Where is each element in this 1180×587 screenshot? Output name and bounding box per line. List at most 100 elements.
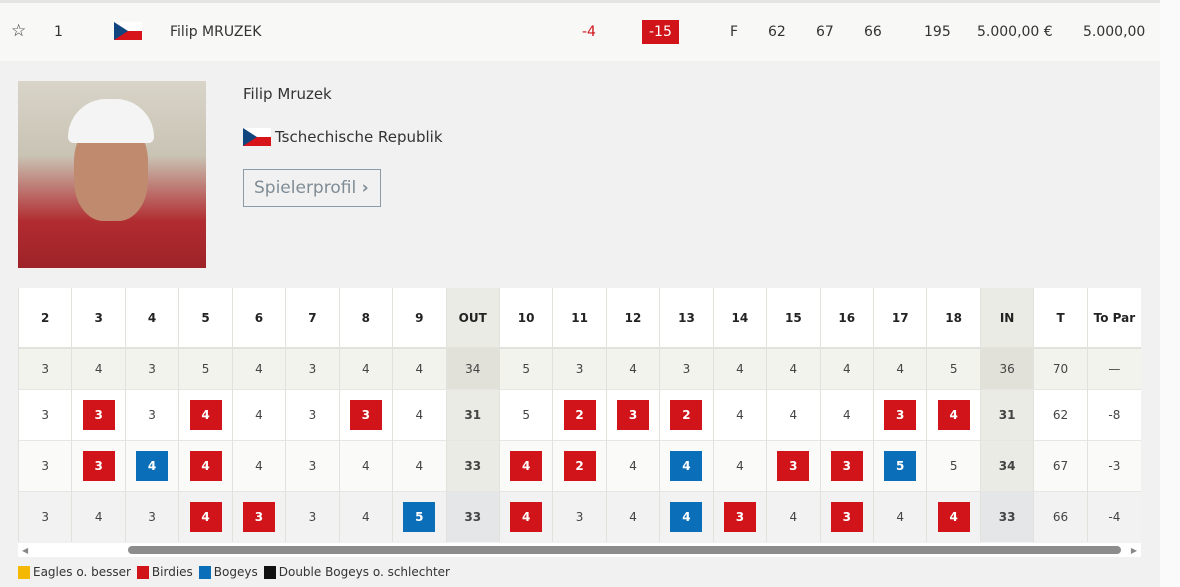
- score-cell: 4: [178, 388, 233, 440]
- birdie-score: 3: [617, 399, 650, 430]
- par-cell: 5: [178, 348, 233, 389]
- score-cell: 3: [766, 439, 821, 491]
- hole-header: 7: [285, 288, 340, 349]
- score-cell: 3: [552, 490, 607, 542]
- score: 4: [789, 509, 798, 524]
- score: 4: [842, 407, 851, 422]
- score-cell: 4: [392, 388, 446, 440]
- bogey-score: 4: [670, 450, 703, 481]
- scroll-right-icon[interactable]: ▶: [1130, 546, 1137, 555]
- legend-item: Birdies: [136, 565, 193, 579]
- hole-header: IN: [979, 288, 1034, 349]
- score: 4: [255, 407, 263, 422]
- score-cell: 3: [124, 388, 179, 440]
- hole-header: 9: [392, 288, 446, 349]
- round-row: 3 3 3 4 4 3 3 4 31 5 2 3 2 4 4 4 3 4 31 62 -8: [17, 388, 1141, 440]
- score: 4: [362, 509, 370, 524]
- birdie-score: 4: [189, 399, 222, 430]
- total: 195: [924, 24, 951, 40]
- legend-item: Bogeys: [198, 565, 258, 579]
- score-cell: 34: [979, 439, 1034, 491]
- par-cell: 3: [285, 348, 340, 389]
- player-name[interactable]: Filip MRUZEK: [170, 24, 262, 40]
- score-cell: 33: [979, 490, 1034, 542]
- score-cell: 3: [605, 388, 660, 440]
- czech-flag-icon: [243, 128, 271, 146]
- score: 3: [148, 407, 156, 422]
- player-profile-button[interactable]: Spielerprofil ›: [243, 169, 381, 207]
- hole-header: 18: [926, 288, 981, 349]
- score-cell: 4: [605, 490, 660, 542]
- score-cell: 62: [1033, 388, 1088, 440]
- score-cell: 3: [231, 490, 286, 542]
- birdie-score: 3: [349, 399, 382, 430]
- score: 5: [522, 407, 530, 422]
- score-cell: 3: [17, 388, 72, 440]
- score: -4: [1108, 509, 1121, 524]
- score-cell: 4: [819, 388, 874, 440]
- score-cell: 4: [498, 439, 553, 491]
- hole-header: 8: [338, 288, 393, 349]
- score: 66: [1052, 509, 1069, 524]
- birdie-score: 4: [510, 450, 543, 481]
- star-icon[interactable]: ☆: [11, 21, 27, 41]
- score: -8: [1108, 407, 1121, 422]
- player-photo: [18, 81, 206, 268]
- score-cell: -4: [1086, 490, 1141, 542]
- birdie-score: 4: [189, 501, 222, 532]
- score-cell: 4: [926, 388, 981, 440]
- position: 1: [54, 24, 63, 40]
- par-cell: —: [1086, 348, 1141, 389]
- score-cell: 3: [819, 490, 874, 542]
- score-cell: 31: [979, 388, 1034, 440]
- score: 62: [1052, 407, 1069, 422]
- score-cell: 3: [338, 388, 393, 440]
- birdie-score: 3: [242, 501, 275, 532]
- score: 3: [41, 458, 50, 473]
- chevron-right-icon: ›: [361, 178, 369, 198]
- hole-header: 17: [872, 288, 927, 349]
- score: 4: [415, 458, 424, 473]
- hole-header: OUT: [445, 288, 500, 349]
- score-cell: 3: [712, 490, 767, 542]
- score: 4: [789, 407, 798, 422]
- czech-flag-icon: [114, 22, 142, 40]
- par-cell: 4: [392, 348, 446, 389]
- page-edge: [1160, 0, 1180, 587]
- horizontal-scrollbar[interactable]: ◀ ▶: [18, 543, 1141, 557]
- par-cell: 4: [766, 348, 821, 389]
- score-cell: 4: [766, 388, 821, 440]
- score-cell: 4: [71, 490, 126, 542]
- score-cell: 2: [552, 439, 607, 491]
- player-full-name: Filip Mruzek: [243, 85, 332, 103]
- hole-header: 10: [498, 288, 553, 349]
- country-name: Tschechische Republik: [275, 128, 443, 146]
- hole-header: 13: [659, 288, 714, 349]
- score-cell: 2: [552, 388, 607, 440]
- score-cell: 3: [285, 490, 340, 542]
- par-cell: 4: [819, 348, 874, 389]
- score-cell: 33: [445, 439, 500, 491]
- today-score: -4: [582, 24, 596, 40]
- score-cell: 4: [872, 490, 927, 542]
- scrollbar-thumb[interactable]: [128, 546, 1121, 554]
- score-cell: 4: [766, 490, 821, 542]
- score: 34: [998, 458, 1016, 473]
- score: 4: [736, 407, 744, 422]
- legend: Eagles o. besser Birdies Bogeys Double Boge…: [18, 565, 450, 579]
- par-cell: 4: [712, 348, 767, 389]
- legend-swatch: [263, 566, 276, 579]
- birdie-score: 3: [723, 501, 756, 532]
- score-cell: 4: [338, 490, 393, 542]
- leaderboard-row[interactable]: ☆ 1 Filip MRUZEK -4 -15 F 62 67 66 195 5…: [0, 3, 1160, 61]
- score: 33: [998, 509, 1016, 524]
- score: 33: [464, 509, 482, 524]
- bogey-score: 4: [136, 450, 169, 481]
- score: 3: [41, 407, 50, 422]
- score-cell: 31: [445, 388, 500, 440]
- birdie-score: 4: [937, 399, 970, 430]
- bogey-score: 5: [884, 450, 917, 481]
- score-cell: 5: [926, 439, 981, 491]
- score: 4: [629, 458, 637, 473]
- scroll-left-icon[interactable]: ◀: [22, 546, 29, 555]
